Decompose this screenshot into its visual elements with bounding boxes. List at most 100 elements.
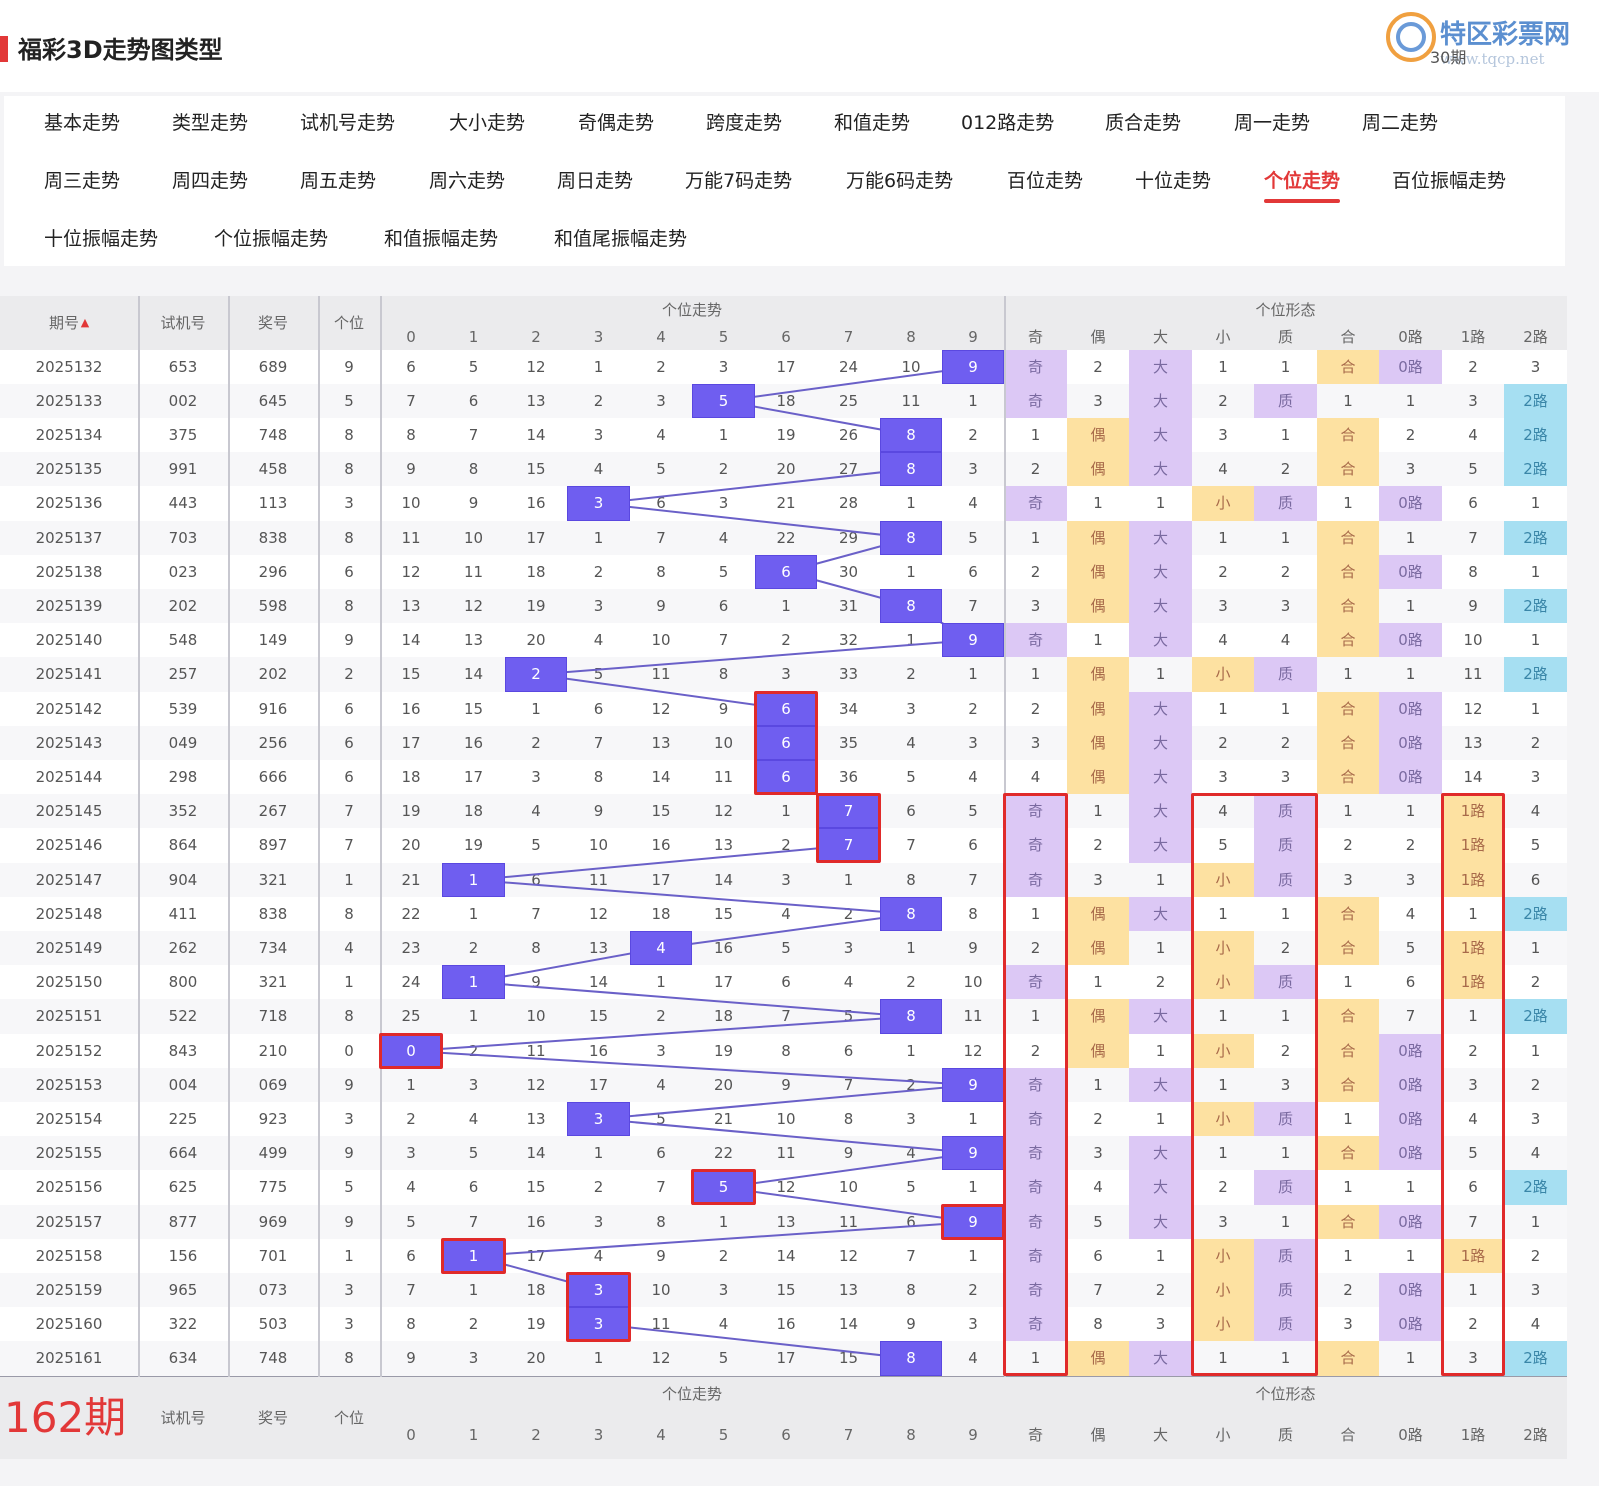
miss-cell: 5	[593, 665, 604, 683]
form-cell: 1	[1030, 426, 1041, 444]
form-cell: 奇	[1004, 863, 1067, 897]
footer-prize: 奖号	[228, 1377, 318, 1459]
miss-cell: 2	[468, 1315, 479, 1333]
tab-3[interactable]: 大小走势	[449, 112, 526, 134]
tab-13[interactable]: 周五走势	[300, 170, 377, 192]
prize-cell: 838	[258, 529, 288, 547]
miss-cell: 10	[651, 1281, 671, 1299]
form-cell: 1	[1530, 1042, 1541, 1060]
unit-cell: 3	[344, 1110, 354, 1128]
tab-25[interactable]: 和值尾振幅走势	[554, 228, 688, 250]
miss-cell: 8	[843, 1110, 854, 1128]
hit-cell: 1	[442, 965, 505, 999]
form-cell: 质	[1254, 863, 1317, 897]
form-cell: 1	[1155, 1247, 1166, 1265]
hit-cell: 2	[505, 657, 567, 692]
miss-cell: 12	[401, 563, 421, 581]
trial-cell: 202	[168, 597, 198, 615]
form-col-header: 2路	[1504, 324, 1567, 350]
unit-cell: 6	[344, 734, 354, 752]
tab-23[interactable]: 个位振幅走势	[214, 228, 329, 250]
miss-cell: 2	[468, 939, 479, 957]
miss-cell: 4	[468, 1110, 479, 1128]
miss-cell: 10	[526, 1007, 546, 1025]
miss-cell: 15	[463, 700, 484, 718]
miss-cell: 12	[713, 802, 734, 820]
form-cell: 6	[1468, 494, 1478, 512]
miss-cell: 4	[656, 1076, 666, 1094]
tab-10[interactable]: 周二走势	[1362, 112, 1439, 134]
miss-cell: 1	[906, 494, 916, 512]
prize-cell: 748	[258, 1349, 288, 1367]
tab-22[interactable]: 十位振幅走势	[44, 228, 159, 250]
miss-cell: 5	[468, 1144, 479, 1162]
prize-cell: 701	[258, 1247, 288, 1265]
tab-15[interactable]: 周日走势	[557, 170, 634, 192]
miss-cell: 25	[401, 1007, 421, 1025]
tab-0[interactable]: 基本走势	[44, 112, 121, 134]
unit-cell: 6	[344, 563, 354, 581]
form-cell: 2	[1530, 1247, 1541, 1265]
miss-cell: 2	[781, 631, 791, 649]
tab-20[interactable]: 个位走势	[1264, 166, 1341, 203]
tab-4[interactable]: 奇偶走势	[578, 112, 655, 134]
sort-up-icon[interactable]: ▲	[80, 316, 90, 329]
tab-21[interactable]: 百位振幅走势	[1392, 170, 1507, 192]
tab-9[interactable]: 周一走势	[1234, 112, 1311, 134]
tab-6[interactable]: 和值走势	[834, 112, 911, 134]
trial-cell: 664	[168, 1144, 198, 1162]
miss-cell: 12	[526, 1076, 546, 1094]
miss-cell: 10	[713, 734, 734, 752]
tab-11[interactable]: 周三走势	[44, 170, 121, 192]
miss-cell: 1	[781, 802, 791, 820]
digit-col-header: 6	[755, 324, 817, 350]
miss-cell: 14	[838, 1315, 859, 1333]
miss-cell: 7	[906, 836, 916, 854]
tab-8[interactable]: 质合走势	[1105, 112, 1182, 134]
form-cell: 1	[1405, 1349, 1416, 1367]
miss-cell: 4	[718, 529, 729, 547]
tab-14[interactable]: 周六走势	[429, 170, 506, 192]
miss-cell: 3	[718, 358, 729, 376]
miss-cell: 1	[406, 1076, 416, 1094]
digit-col-header: 2	[505, 324, 567, 350]
miss-cell: 13	[713, 836, 734, 854]
tab-17[interactable]: 万能6码走势	[846, 170, 954, 192]
form-cell: 3	[1468, 392, 1478, 410]
tab-12[interactable]: 周四走势	[172, 170, 249, 192]
issue-cell: 2025145	[35, 802, 103, 820]
unit-cell: 2	[344, 665, 354, 683]
miss-cell: 19	[713, 1042, 734, 1060]
miss-cell: 7	[968, 871, 978, 889]
miss-cell: 4	[656, 426, 666, 444]
form-cell: 3	[1468, 1076, 1478, 1094]
form-col-header: 0路	[1379, 324, 1442, 350]
form-cell: 2	[1405, 426, 1416, 444]
miss-cell: 9	[531, 973, 541, 991]
form-cell: 1	[1093, 802, 1103, 820]
footer-form-col: 奇	[1004, 1411, 1067, 1459]
miss-cell: 24	[838, 358, 859, 376]
form-cell: 2	[1030, 1042, 1041, 1060]
issue-cell: 2025142	[35, 700, 103, 718]
tab-16[interactable]: 万能7码走势	[685, 170, 793, 192]
form-cell: 0路	[1379, 760, 1442, 794]
tab-19[interactable]: 十位走势	[1135, 170, 1212, 192]
tab-2[interactable]: 试机号走势	[300, 112, 396, 134]
tab-1[interactable]: 类型走势	[172, 112, 249, 134]
tab-7[interactable]: 012路走势	[961, 112, 1055, 134]
miss-cell: 13	[588, 939, 609, 957]
form-cell: 小	[1192, 1102, 1254, 1136]
miss-cell: 4	[968, 494, 978, 512]
form-cell: 1	[1530, 631, 1541, 649]
unit-cell: 1	[344, 871, 354, 889]
tab-18[interactable]: 百位走势	[1007, 170, 1084, 192]
form-cell: 0路	[1379, 1273, 1442, 1307]
form-cell: 奇	[1004, 794, 1067, 828]
form-cell: 2	[1155, 973, 1166, 991]
tab-24[interactable]: 和值振幅走势	[384, 228, 499, 250]
tab-5[interactable]: 跨度走势	[706, 112, 783, 134]
miss-cell: 6	[906, 1213, 916, 1231]
miss-cell: 6	[656, 1144, 666, 1162]
issue-cell: 2025160	[35, 1315, 103, 1333]
